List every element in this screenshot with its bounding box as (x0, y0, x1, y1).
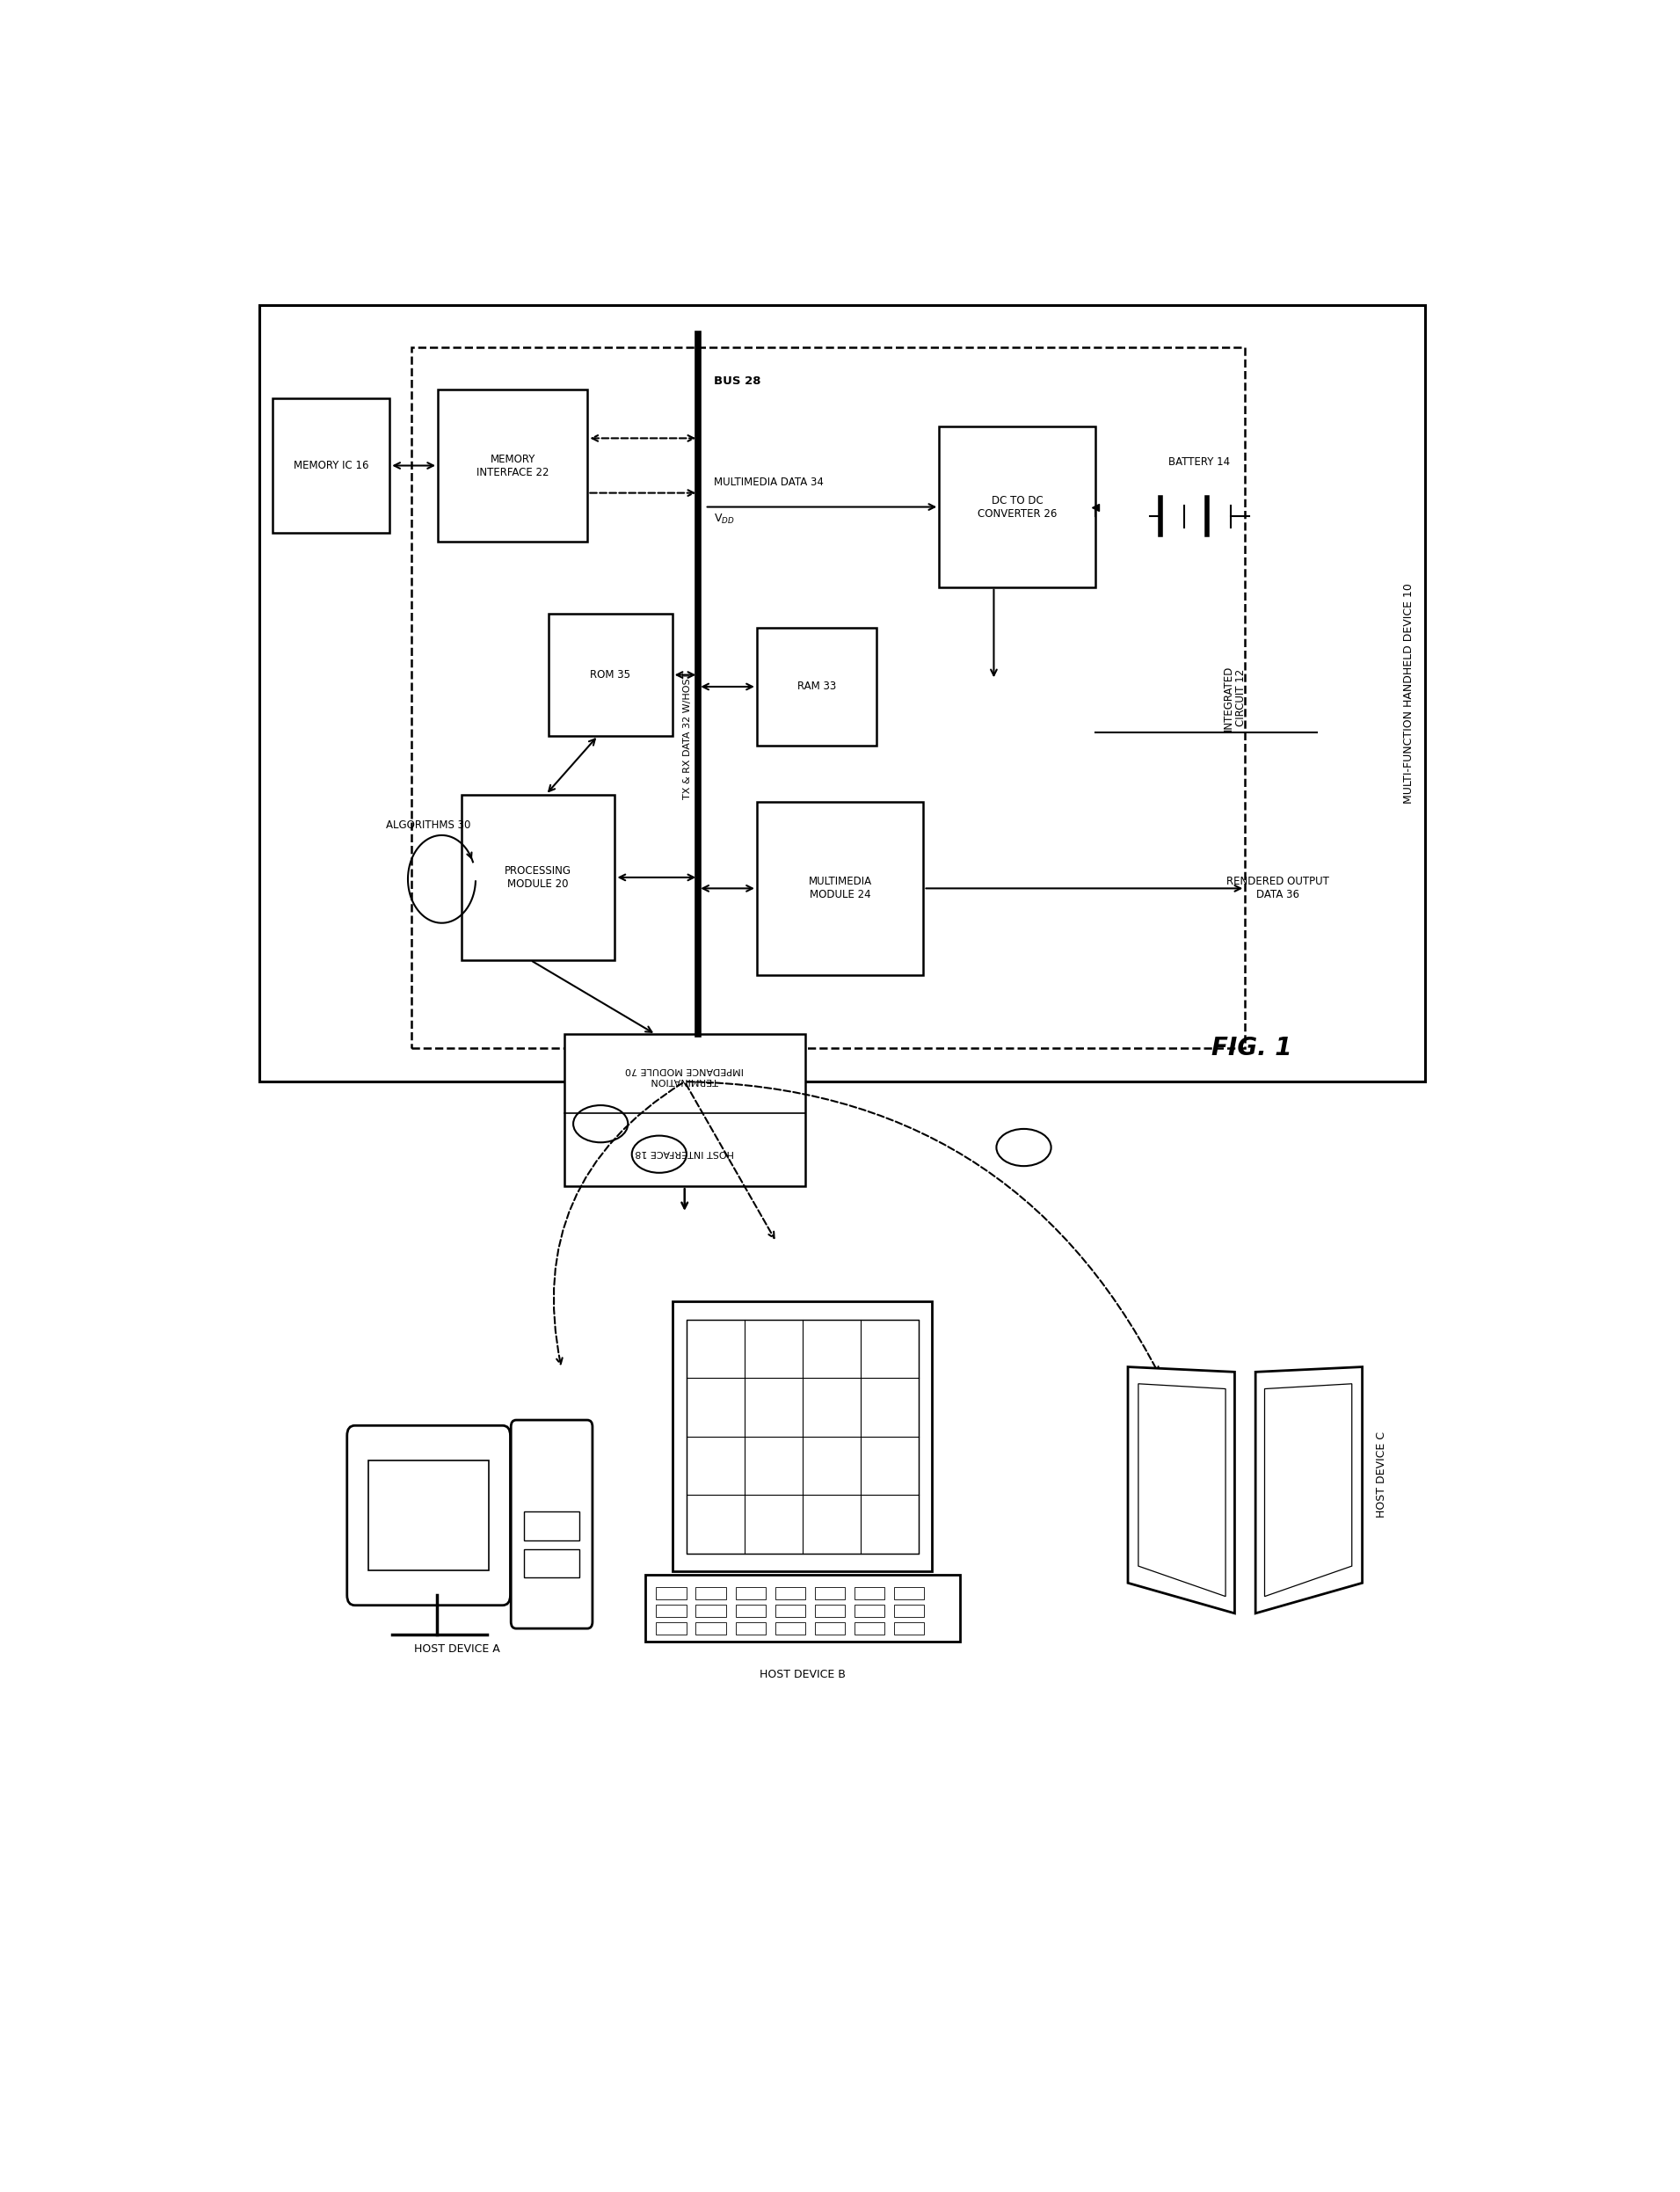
FancyBboxPatch shape (348, 1425, 511, 1605)
Text: TERMINATION
IMPEDANCE MODULE 70: TERMINATION IMPEDANCE MODULE 70 (625, 1065, 744, 1085)
Bar (272, 399, 390, 533)
Text: RENDERED OUTPUT
DATA 36: RENDERED OUTPUT DATA 36 (1226, 877, 1329, 901)
Text: FIG. 1: FIG. 1 (1211, 1035, 1292, 1061)
Bar (438, 390, 588, 541)
Text: INTEGRATED
CIRCUIT 12: INTEGRATED CIRCUIT 12 (1223, 664, 1247, 730)
Text: MEMORY IC 16: MEMORY IC 16 (294, 460, 368, 471)
Polygon shape (1265, 1383, 1352, 1596)
Bar (696, 1622, 726, 1635)
Text: MEMORY
INTERFACE 22: MEMORY INTERFACE 22 (477, 454, 549, 478)
Bar (774, 1605, 805, 1618)
Text: V$_{DD}$: V$_{DD}$ (714, 513, 734, 526)
Bar (672, 1302, 932, 1572)
Bar (736, 1622, 766, 1635)
Text: HOST DEVICE A: HOST DEVICE A (415, 1644, 501, 1655)
Bar (815, 1605, 845, 1618)
Text: BUS 28: BUS 28 (714, 375, 761, 388)
Bar (894, 1622, 924, 1635)
Polygon shape (1255, 1368, 1362, 1613)
Text: MULTIMEDIA DATA 34: MULTIMEDIA DATA 34 (714, 476, 823, 489)
Text: HOST INTERFACE 18: HOST INTERFACE 18 (635, 1149, 734, 1157)
Bar (939, 427, 1095, 587)
Bar (815, 1622, 845, 1635)
Bar (259, 305, 1425, 1081)
Text: BATTERY 14: BATTERY 14 (1169, 456, 1230, 467)
Bar (736, 1605, 766, 1618)
Bar (657, 1587, 685, 1600)
Text: RAM 33: RAM 33 (798, 682, 837, 693)
Bar (855, 1622, 884, 1635)
Bar (696, 1587, 726, 1600)
Text: HOST DEVICE B: HOST DEVICE B (759, 1668, 845, 1679)
Bar (855, 1587, 884, 1600)
Bar (657, 1622, 685, 1635)
Bar (756, 627, 877, 745)
Text: TX & RX DATA 32 W/HOST: TX & RX DATA 32 W/HOST (684, 673, 692, 800)
Bar (412, 349, 1245, 1048)
Text: PROCESSING
MODULE 20: PROCESSING MODULE 20 (504, 866, 571, 890)
Bar (462, 796, 615, 960)
Bar (774, 1622, 805, 1635)
Bar (894, 1587, 924, 1600)
FancyBboxPatch shape (511, 1420, 593, 1629)
Text: DC TO DC
CONVERTER 26: DC TO DC CONVERTER 26 (978, 495, 1057, 520)
Bar (815, 1587, 845, 1600)
Bar (894, 1605, 924, 1618)
Text: ROM 35: ROM 35 (590, 669, 630, 680)
Bar (548, 614, 672, 737)
Bar (774, 1587, 805, 1600)
Bar (696, 1605, 726, 1618)
Polygon shape (1127, 1368, 1235, 1613)
Bar (645, 1574, 959, 1642)
Bar (524, 1512, 580, 1541)
Bar (685, 1320, 919, 1554)
Bar (756, 802, 924, 975)
Text: ALGORITHMS 30: ALGORITHMS 30 (386, 820, 470, 831)
Bar (564, 1035, 805, 1186)
Text: HOST DEVICE C: HOST DEVICE C (1376, 1431, 1388, 1519)
Bar (855, 1605, 884, 1618)
Bar (657, 1605, 685, 1618)
Polygon shape (1139, 1383, 1226, 1596)
Bar (368, 1460, 489, 1569)
Text: MULTIMEDIA
MODULE 24: MULTIMEDIA MODULE 24 (808, 877, 872, 901)
Bar (524, 1550, 580, 1578)
Bar (736, 1587, 766, 1600)
Text: MULTI-FUNCTION HANDHELD DEVICE 10: MULTI-FUNCTION HANDHELD DEVICE 10 (1403, 583, 1415, 804)
